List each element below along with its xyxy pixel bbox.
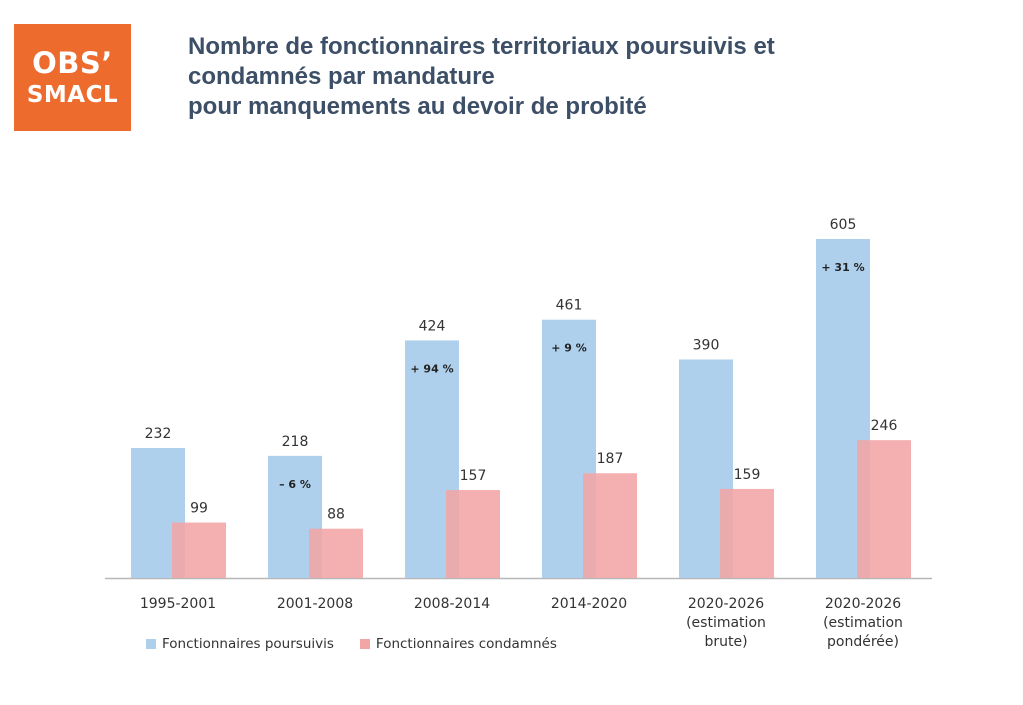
data-label-condamnes-5: 246 xyxy=(871,418,898,434)
bar-condamnes-4 xyxy=(720,488,774,578)
title-line-2: condamnés par mandature xyxy=(188,63,495,90)
logo-line-1: OBS’ xyxy=(32,45,113,80)
legend-item-condamnes: Fonctionnaires condamnés xyxy=(359,636,557,652)
legend-item-poursuivis: Fonctionnaires poursuivis xyxy=(146,636,334,652)
bar-condamnes-0 xyxy=(172,522,226,578)
title-line-1: Nombre de fonctionnaires territoriaux po… xyxy=(188,33,775,60)
x-tick-label-5-2: pondérée) xyxy=(827,634,899,650)
data-label-condamnes-3: 187 xyxy=(597,451,624,467)
x-tick-label-5-0: 2020-2026 xyxy=(825,596,901,612)
variation-annotation-2: + 94 % xyxy=(410,362,453,375)
data-label-poursuivis-5: 605 xyxy=(830,217,857,233)
bar-condamnes-3 xyxy=(583,473,637,578)
x-tick-label-3-0: 2014-2020 xyxy=(551,596,627,612)
x-tick-label-4-2: brute) xyxy=(704,634,747,650)
data-label-condamnes-2: 157 xyxy=(460,468,487,484)
variation-annotation-3: + 9 % xyxy=(551,342,587,355)
data-label-poursuivis-3: 461 xyxy=(556,298,583,314)
variation-annotation-1: – 6 % xyxy=(279,478,311,491)
legend-swatch-condamnes xyxy=(359,639,370,649)
legend-label-poursuivis: Fonctionnaires poursuivis xyxy=(162,636,334,652)
data-label-poursuivis-2: 424 xyxy=(419,318,446,334)
bar-condamnes-1 xyxy=(309,528,363,578)
x-tick-label-2-0: 2008-2014 xyxy=(414,596,490,612)
data-label-condamnes-4: 159 xyxy=(734,467,761,483)
legend: Fonctionnaires poursuivis Fonctionnaires… xyxy=(146,636,583,652)
variation-annotation-5: + 31 % xyxy=(821,261,864,274)
x-tick-label-4-0: 2020-2026 xyxy=(688,596,764,612)
bar-condamnes-2 xyxy=(446,490,500,578)
x-tick-label-5-1: (estimation xyxy=(823,615,903,631)
chart-title: Nombre de fonctionnaires territoriaux po… xyxy=(188,32,988,122)
x-tick-label-0-0: 1995-2001 xyxy=(140,596,216,612)
data-label-poursuivis-4: 390 xyxy=(693,337,720,353)
data-label-condamnes-1: 88 xyxy=(327,507,345,523)
title-line-3: pour manquements au devoir de probité xyxy=(188,93,647,120)
legend-swatch-poursuivis xyxy=(146,639,156,649)
legend-label-condamnes: Fonctionnaires condamnés xyxy=(375,636,557,652)
data-label-condamnes-0: 99 xyxy=(190,501,208,517)
obs-smacl-logo: OBS’ SMACL xyxy=(14,24,131,131)
x-tick-label-1-0: 2001-2008 xyxy=(277,596,353,612)
bar-condamnes-5 xyxy=(857,440,911,578)
data-label-poursuivis-0: 232 xyxy=(145,426,172,442)
x-tick-label-4-1: (estimation xyxy=(686,615,766,631)
logo-line-2: SMACL xyxy=(26,81,119,108)
data-label-poursuivis-1: 218 xyxy=(282,434,309,450)
